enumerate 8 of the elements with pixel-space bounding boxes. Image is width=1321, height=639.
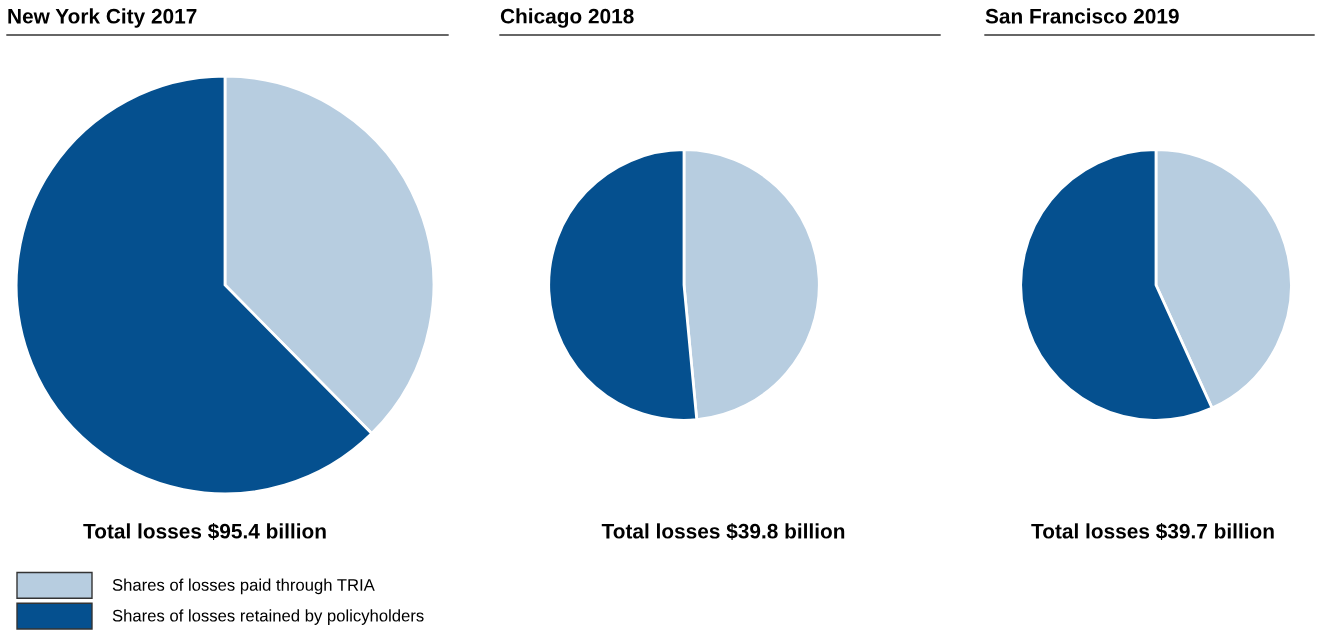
chart-title: New York City 2017 xyxy=(8,8,197,28)
text: Total losses $39.8 billion xyxy=(601,522,845,540)
text: Total losses $95.4 billion xyxy=(83,522,326,540)
legend-label: Shares of losses retained by policyholders xyxy=(112,609,424,625)
legend-label: Shares of losses paid through TRIA xyxy=(112,578,375,595)
chart-title: San Francisco 2019 xyxy=(985,8,1179,24)
text: Total losses $39.7 billion xyxy=(1031,522,1274,540)
chart-title: Chicago 2018 xyxy=(500,8,634,28)
